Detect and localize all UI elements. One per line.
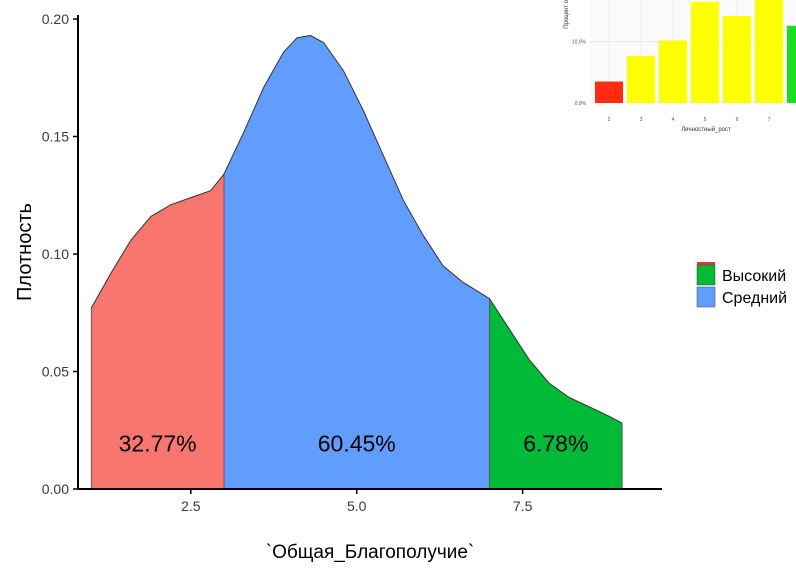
- inset-y-tick-label: 10.0%: [572, 40, 587, 46]
- inset-x-tick-label: 7: [768, 117, 771, 123]
- y-tick-label: 0.20: [42, 11, 69, 27]
- x-tick-label: 7.5: [513, 498, 533, 514]
- density-region-2: [489, 298, 623, 489]
- x-tick-label: 5.0: [347, 498, 367, 514]
- density-plot: [90, 34, 623, 489]
- x-axis-label: `Общая_Благополучие`: [266, 542, 474, 563]
- inset-x-tick-label: 2: [608, 117, 611, 123]
- inset-bar-8: [787, 25, 796, 103]
- density-axes: 0.00 0.05 0.10 0.15 0.20 2.5 5.0 7.5: [42, 11, 662, 514]
- inset-x-tick-label: 4: [672, 117, 675, 123]
- region-percent-label-1: 60.45%: [318, 430, 396, 456]
- y-tick-label: 0.10: [42, 246, 69, 262]
- legend-label-1: Средний: [722, 290, 787, 307]
- y-tick-label: 0.05: [42, 364, 69, 380]
- x-tick-label: 2.5: [181, 498, 201, 514]
- region-percent-label-0: 32.77%: [119, 430, 197, 456]
- inset-y-axis-label: Процент о: [564, 0, 570, 29]
- legend-key-0: [696, 264, 716, 286]
- inset-x-axis-label: Личностный_рост: [681, 126, 731, 133]
- inset-bar-7: [755, 0, 783, 103]
- density-region-1: [224, 35, 490, 489]
- region-percent-label-2: 6.78%: [523, 430, 588, 456]
- inset-x-tick-label: 5: [704, 117, 707, 123]
- inset-bar-3: [627, 55, 655, 103]
- legend-label-0: Высокий: [722, 268, 786, 285]
- inset-bar-6: [723, 15, 751, 104]
- legend: Высокий Средний: [696, 262, 787, 308]
- density-curve-line: [90, 34, 623, 424]
- legend-key-partial: [697, 262, 715, 265]
- density-region-0: [91, 174, 225, 489]
- y-tick-label: 0.15: [42, 129, 69, 145]
- inset-bar-chart: 0.0% 10.0% 2 3 4 5 6 7 Личностный_рост Процент о: [540, 0, 796, 150]
- inset-x-tick-label: 6: [736, 117, 739, 123]
- inset-y-tick-label: 0.0%: [575, 101, 587, 107]
- legend-key-1: [696, 286, 716, 308]
- inset-bar-4: [659, 40, 687, 103]
- inset-x-tick-label: 3: [640, 117, 643, 123]
- density-region-labels: 32.77% 60.45% 6.78%: [119, 430, 589, 456]
- inset-bar-5: [691, 1, 719, 103]
- y-tick-label: 0.00: [42, 481, 69, 497]
- inset-bar-2: [595, 81, 623, 103]
- y-axis-label: Плотность: [14, 203, 36, 301]
